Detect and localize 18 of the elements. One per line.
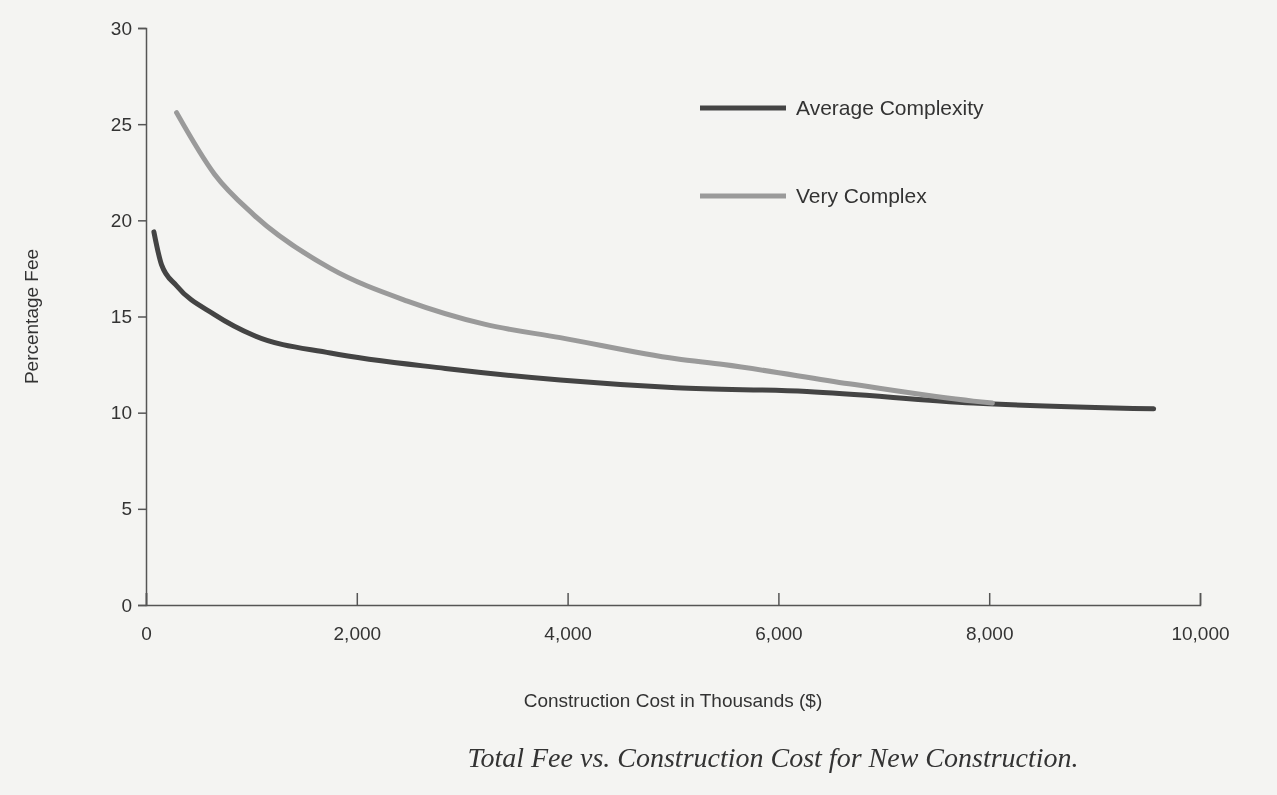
x-tick-label: 2,000 [333,623,382,645]
x-tick-label: 0 [141,623,152,645]
y-tick-label: 20 [110,209,132,231]
x-tick-label: 10,000 [1171,623,1230,645]
x-tick-label: 4,000 [544,623,592,645]
x-tick-label: 8,000 [965,623,1014,645]
y-tick-label: 30 [110,17,132,39]
x-tick-label: 6,000 [755,623,803,645]
legend-label: Average Complexity [796,96,985,119]
y-tick-label: 25 [110,113,132,135]
y-tick-label: 5 [121,498,132,520]
y-axis-title: Percentage Fee [21,248,42,385]
text: Total Fee vs. Construction Cost for New Construction. [467,742,1079,773]
y-tick-label: 10 [110,402,132,424]
x-axis-title: Construction Cost in Thousands ($) [523,690,823,711]
y-tick-label: 15 [110,306,132,328]
y-tick-label: 0 [121,594,132,616]
legend-label: Very Complex [796,184,928,207]
